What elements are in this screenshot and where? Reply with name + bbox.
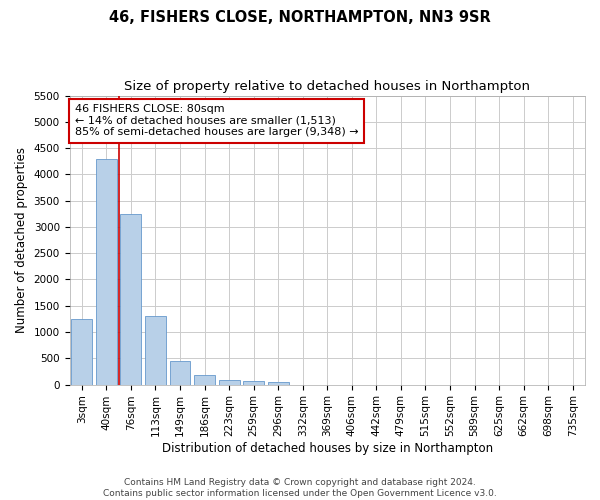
Text: 46 FISHERS CLOSE: 80sqm
← 14% of detached houses are smaller (1,513)
85% of semi: 46 FISHERS CLOSE: 80sqm ← 14% of detache… bbox=[74, 104, 358, 138]
Bar bbox=[243, 381, 264, 384]
Bar bbox=[194, 376, 215, 384]
Text: Contains HM Land Registry data © Crown copyright and database right 2024.
Contai: Contains HM Land Registry data © Crown c… bbox=[103, 478, 497, 498]
Bar bbox=[268, 382, 289, 384]
Bar bbox=[145, 316, 166, 384]
Bar bbox=[71, 319, 92, 384]
X-axis label: Distribution of detached houses by size in Northampton: Distribution of detached houses by size … bbox=[162, 442, 493, 455]
Bar bbox=[96, 158, 117, 384]
Text: 46, FISHERS CLOSE, NORTHAMPTON, NN3 9SR: 46, FISHERS CLOSE, NORTHAMPTON, NN3 9SR bbox=[109, 10, 491, 25]
Y-axis label: Number of detached properties: Number of detached properties bbox=[15, 147, 28, 333]
Bar bbox=[170, 361, 190, 384]
Title: Size of property relative to detached houses in Northampton: Size of property relative to detached ho… bbox=[124, 80, 530, 93]
Bar bbox=[121, 214, 142, 384]
Bar bbox=[218, 380, 239, 384]
